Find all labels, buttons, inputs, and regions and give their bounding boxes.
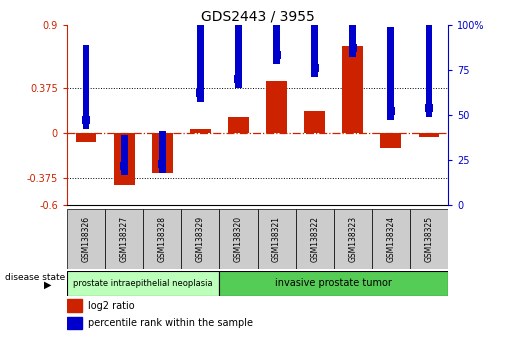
Text: ▶: ▶ — [44, 280, 52, 290]
Bar — [114, 133, 134, 185]
Text: log2 ratio: log2 ratio — [88, 301, 134, 310]
Bar — [258, 209, 296, 269]
Bar — [67, 271, 219, 296]
Bar — [67, 299, 82, 312]
Point — [272, 53, 281, 58]
Bar — [76, 133, 96, 142]
Point — [349, 45, 357, 51]
Title: GDS2443 / 3955: GDS2443 / 3955 — [201, 10, 314, 24]
Bar — [228, 118, 249, 133]
Bar — [425, 19, 433, 117]
Text: GSM138322: GSM138322 — [310, 216, 319, 262]
Text: disease state: disease state — [5, 273, 65, 282]
Bar — [381, 133, 401, 148]
Bar — [273, 0, 280, 64]
Point — [311, 65, 319, 71]
Bar — [190, 130, 211, 133]
Point — [158, 161, 166, 167]
Bar — [82, 45, 90, 130]
Bar — [67, 209, 105, 269]
Point — [387, 109, 395, 114]
Bar — [67, 317, 82, 329]
Point — [234, 76, 243, 82]
Bar — [219, 209, 258, 269]
Text: GSM138324: GSM138324 — [386, 216, 396, 262]
Text: invasive prostate tumor: invasive prostate tumor — [276, 278, 392, 288]
Bar — [296, 209, 334, 269]
Bar — [304, 112, 325, 133]
Text: GSM138329: GSM138329 — [196, 216, 205, 262]
Text: prostate intraepithelial neoplasia: prostate intraepithelial neoplasia — [73, 279, 213, 288]
Point — [196, 91, 204, 96]
Point — [82, 118, 90, 123]
Point — [425, 105, 433, 111]
Text: GSM138328: GSM138328 — [158, 216, 167, 262]
Bar — [410, 209, 448, 269]
Text: GSM138327: GSM138327 — [119, 216, 129, 262]
Point — [120, 163, 128, 169]
Text: GSM138323: GSM138323 — [348, 216, 357, 262]
Bar — [197, 0, 204, 102]
Text: GSM138320: GSM138320 — [234, 216, 243, 262]
Bar — [266, 81, 287, 133]
Text: percentile rank within the sample: percentile rank within the sample — [88, 318, 253, 328]
Bar — [159, 131, 166, 173]
Bar — [181, 209, 219, 269]
Bar — [349, 0, 356, 57]
Bar — [387, 27, 394, 120]
Bar — [334, 209, 372, 269]
Bar — [121, 135, 128, 175]
Bar — [143, 209, 181, 269]
Bar — [235, 0, 242, 88]
Text: GSM138321: GSM138321 — [272, 216, 281, 262]
Bar — [419, 133, 439, 137]
Bar — [311, 0, 318, 77]
Bar — [152, 133, 173, 173]
Text: GSM138326: GSM138326 — [81, 216, 91, 262]
Bar — [372, 209, 410, 269]
Bar — [342, 46, 363, 133]
Bar — [219, 271, 448, 296]
Bar — [105, 209, 143, 269]
Text: GSM138325: GSM138325 — [424, 216, 434, 262]
